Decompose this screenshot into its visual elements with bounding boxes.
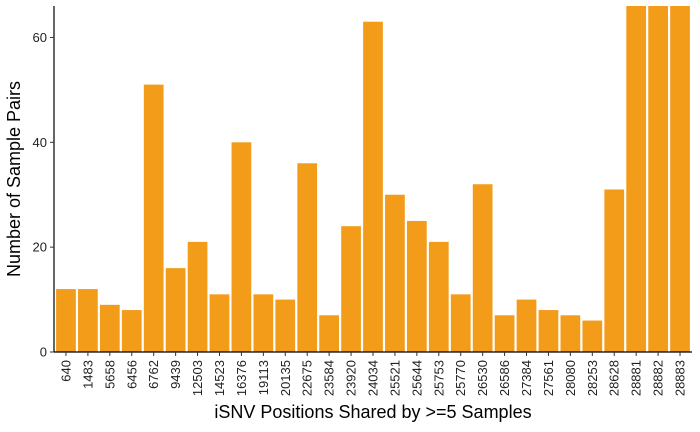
x-tick-label: 26530 bbox=[475, 360, 490, 396]
bar-12503 bbox=[187, 241, 208, 352]
bar-28882 bbox=[648, 6, 668, 352]
x-tick-label: 19113 bbox=[256, 360, 271, 395]
bar-27561 bbox=[538, 310, 559, 352]
bar-28881 bbox=[626, 6, 647, 352]
bar-1483 bbox=[78, 289, 98, 352]
x-tick-label: 28253 bbox=[585, 360, 600, 396]
y-tick-label: 20 bbox=[33, 240, 47, 255]
x-tick-label: 6762 bbox=[146, 360, 161, 389]
x-tick-label: 9439 bbox=[168, 360, 183, 389]
bar-28883 bbox=[670, 6, 690, 352]
bar-25770 bbox=[450, 294, 471, 352]
x-tick-label: 23584 bbox=[322, 360, 337, 396]
bar-9439 bbox=[165, 268, 186, 352]
bar-25753 bbox=[428, 241, 449, 352]
x-tick-label: 23920 bbox=[344, 360, 359, 396]
bar-6762 bbox=[143, 84, 164, 352]
bar-14523 bbox=[209, 294, 230, 352]
x-tick-label: 28883 bbox=[673, 360, 688, 396]
bar-20135 bbox=[275, 299, 296, 352]
bar-27384 bbox=[516, 299, 537, 352]
x-tick-label: 20135 bbox=[278, 360, 293, 396]
y-axis-title: Number of Sample Pairs bbox=[4, 81, 24, 277]
x-tick-label: 28881 bbox=[629, 360, 644, 396]
x-tick-label: 24034 bbox=[366, 360, 381, 396]
bar-23920 bbox=[341, 226, 361, 352]
x-tick-label: 25753 bbox=[431, 360, 446, 396]
x-tick-label: 22675 bbox=[300, 360, 315, 396]
x-tick-label: 27384 bbox=[519, 360, 534, 396]
y-tick-label: 40 bbox=[33, 135, 47, 150]
x-tick-label: 16376 bbox=[234, 360, 249, 396]
x-tick-label: 28628 bbox=[607, 360, 622, 396]
y-tick-label: 0 bbox=[40, 345, 47, 360]
bar-22675 bbox=[297, 163, 318, 352]
bar-24034 bbox=[363, 21, 383, 352]
bar-28253 bbox=[582, 320, 603, 352]
y-tick-label: 60 bbox=[33, 30, 47, 45]
bar-23584 bbox=[319, 315, 339, 352]
bar-6456 bbox=[121, 310, 142, 352]
bar-19113 bbox=[253, 294, 274, 352]
x-tick-label: 14523 bbox=[212, 360, 227, 396]
bars-group bbox=[56, 6, 690, 352]
bar-28080 bbox=[560, 315, 581, 352]
x-tick-label: 25770 bbox=[453, 360, 468, 396]
x-tick-label: 5658 bbox=[102, 360, 117, 389]
bar-640 bbox=[56, 289, 76, 352]
x-tick-label: 26586 bbox=[497, 360, 512, 396]
bar-5658 bbox=[99, 304, 120, 352]
x-axis-title: iSNV Positions Shared by >=5 Samples bbox=[214, 402, 531, 422]
x-tick-label: 25644 bbox=[409, 360, 424, 396]
bar-26586 bbox=[494, 315, 515, 352]
bar-26530 bbox=[472, 184, 493, 352]
y-ticks-group: 0 20 40 60 bbox=[33, 30, 54, 360]
bar-16376 bbox=[231, 142, 252, 352]
bar-25644 bbox=[407, 220, 427, 352]
x-tick-label: 12503 bbox=[190, 360, 205, 396]
x-tick-label: 28882 bbox=[651, 360, 666, 396]
x-tick-label: 6456 bbox=[124, 360, 139, 389]
bar-25521 bbox=[385, 194, 405, 352]
x-tick-label: 1483 bbox=[80, 360, 95, 389]
x-tick-label: 28080 bbox=[563, 360, 578, 396]
x-tick-label: 25521 bbox=[387, 360, 402, 396]
x-ticks-group: 640 1483 5658 6456 6762 9439 12503 14523 16376 19… bbox=[58, 352, 688, 396]
bar-28628 bbox=[604, 189, 625, 352]
x-tick-label: 640 bbox=[58, 360, 73, 382]
x-tick-label: 27561 bbox=[541, 360, 556, 396]
